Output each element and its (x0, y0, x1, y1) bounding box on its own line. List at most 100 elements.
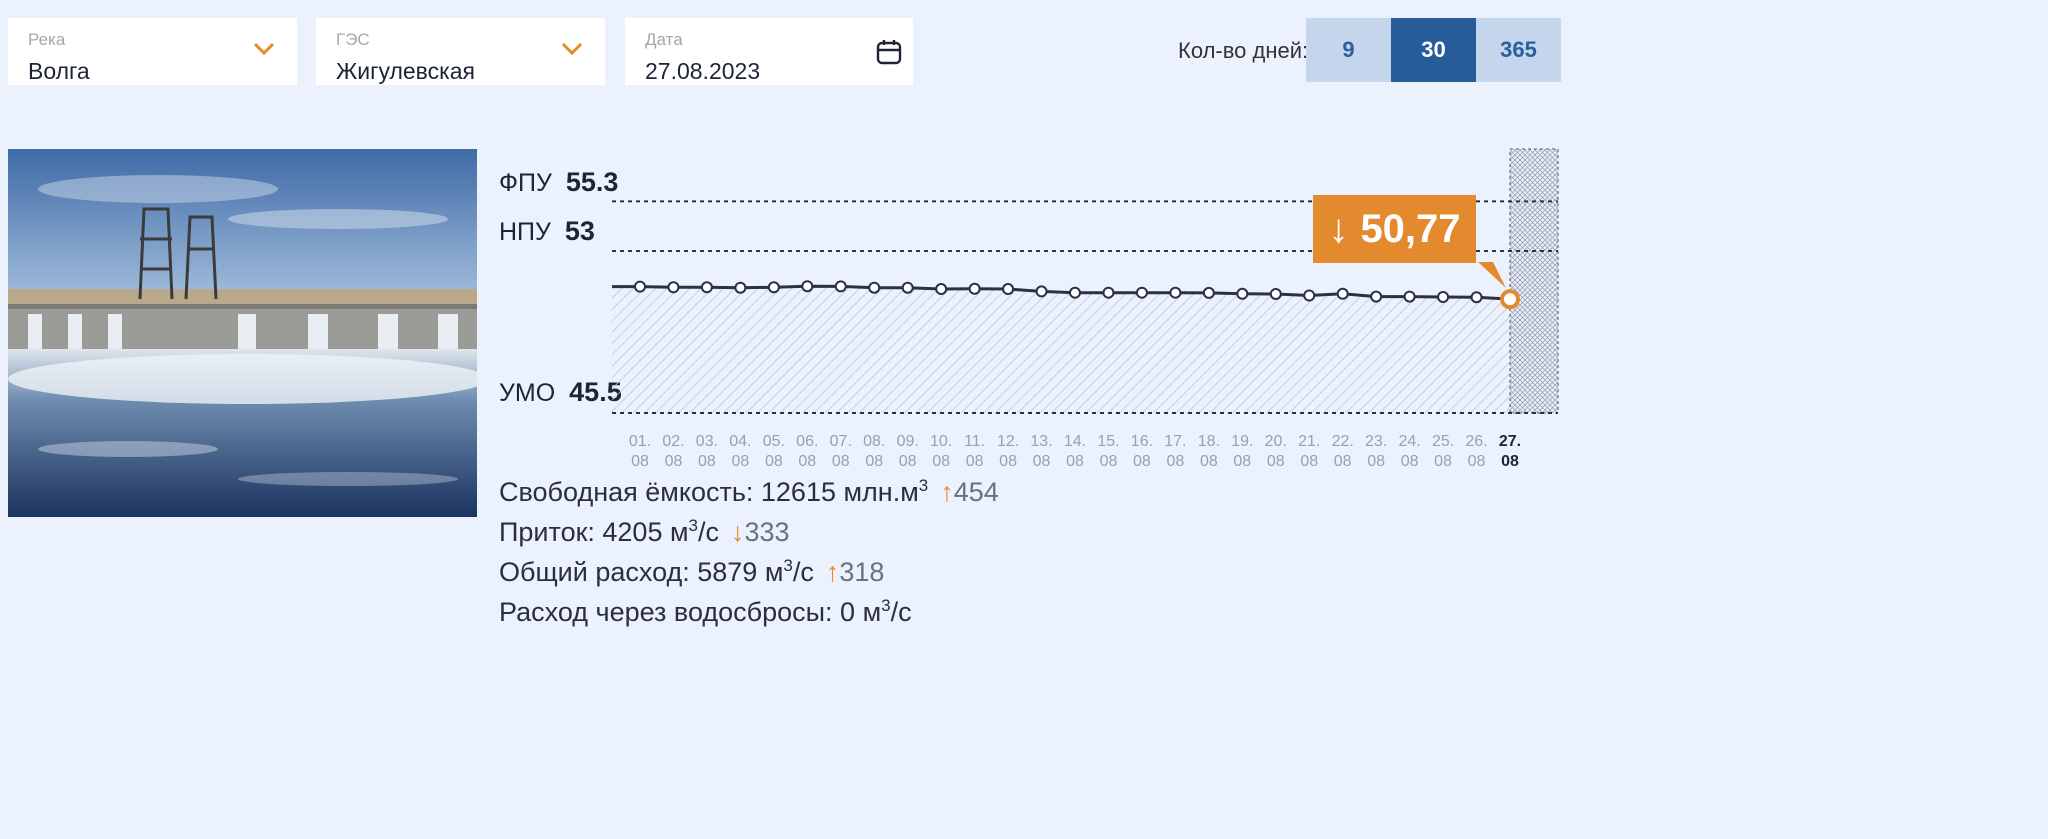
stat-delta: 333 (744, 517, 790, 547)
x-tick-label: 05. (763, 433, 785, 450)
stat-text: Общий расход: 5879 м (499, 557, 784, 587)
chevron-down-icon (561, 42, 583, 56)
data-point[interactable] (935, 283, 948, 296)
npu-value: 53 (564, 216, 595, 246)
data-point[interactable] (834, 280, 847, 293)
data-point[interactable] (1269, 287, 1282, 300)
x-tick-label: 27. (1499, 433, 1521, 450)
chevron-down-icon (253, 42, 275, 56)
stat-line: Свободная ёмкость: 12615 млн.м3 ↑454 (499, 476, 999, 508)
date-label: Дата (645, 30, 683, 49)
data-point[interactable] (901, 281, 914, 294)
x-tick-label: 12. (997, 433, 1019, 450)
date-picker[interactable]: Дата 27.08.2023 (625, 18, 913, 85)
stat-line: Расход через водосбросы: 0 м3/с (499, 596, 912, 628)
x-tick-label: 01. (629, 433, 651, 450)
days-30-button[interactable]: 30 (1391, 18, 1476, 82)
x-tick-label: 08 (966, 453, 984, 470)
days-365-button[interactable]: 365 (1476, 18, 1561, 82)
station-label: ГЭС (336, 30, 370, 49)
stat-unit-sup: 3 (918, 476, 929, 495)
npu-label: НПУ (499, 218, 551, 246)
data-point[interactable] (1303, 289, 1316, 302)
data-point[interactable] (801, 280, 814, 293)
data-point[interactable] (1169, 286, 1182, 299)
x-tick-label: 08 (1066, 453, 1084, 470)
x-tick-label: 08 (899, 453, 917, 470)
data-point[interactable] (1336, 287, 1349, 300)
data-point[interactable] (667, 281, 680, 294)
stat-unit-sup: 3 (881, 596, 891, 615)
station-select[interactable]: ГЭС Жигулевская (316, 18, 605, 85)
data-point[interactable] (1035, 285, 1048, 298)
x-tick-label: 15. (1097, 433, 1119, 450)
x-tick-label: 08 (765, 453, 783, 470)
data-point[interactable] (1470, 291, 1483, 304)
fpu-value: 55.3 (565, 167, 619, 197)
data-point[interactable] (734, 281, 747, 294)
stat-unit-sup: 3 (688, 516, 698, 535)
x-tick-label: 07. (830, 433, 852, 450)
x-tick-label: 19. (1231, 433, 1253, 450)
x-tick-label: 08 (631, 453, 649, 470)
river-select[interactable]: Река Волга (8, 18, 297, 85)
data-point[interactable] (1202, 286, 1215, 299)
data-point[interactable] (767, 281, 780, 294)
stat-unit-sup: 3 (783, 556, 793, 575)
fpu-label: ФПУ (499, 169, 552, 197)
hydro-station-photo (8, 149, 477, 517)
data-point[interactable] (1437, 291, 1450, 304)
umo-label: УМО (499, 379, 556, 407)
x-tick-label: 08 (999, 453, 1017, 470)
days-9-button[interactable]: 9 (1306, 18, 1391, 82)
stat-unit: /с (792, 557, 814, 587)
days-count-label: Кол-во дней: (1178, 38, 1309, 63)
x-tick-label: 08 (1133, 453, 1151, 470)
data-point[interactable] (700, 281, 713, 294)
x-tick-label: 08 (1166, 453, 1184, 470)
x-tick-label: 08. (863, 433, 885, 450)
x-tick-label: 13. (1030, 433, 1052, 450)
river-label: Река (28, 30, 66, 49)
x-tick-label: 08 (698, 453, 716, 470)
x-tick-label: 24. (1398, 433, 1420, 450)
x-tick-label: 02. (662, 433, 684, 450)
station-value: Жигулевская (336, 58, 475, 84)
x-tick-label: 08 (1233, 453, 1251, 470)
stat-text: Приток: 4205 м (499, 517, 689, 547)
calendar-icon[interactable] (875, 38, 903, 66)
data-point[interactable] (968, 282, 981, 295)
current-level-badge: ↓ 50,77 (1313, 195, 1476, 263)
x-tick-label: 08 (1300, 453, 1318, 470)
data-point[interactable] (1403, 290, 1416, 303)
current-level-value: 50,77 (1360, 206, 1461, 251)
area-fill (612, 286, 1510, 413)
x-tick-label: 08 (865, 453, 883, 470)
x-tick-label: 08 (1100, 453, 1118, 470)
river-value: Волга (28, 58, 90, 84)
level-line (612, 284, 1511, 301)
data-point[interactable] (634, 280, 646, 293)
x-tick-label: 16. (1131, 433, 1153, 450)
data-point[interactable] (868, 281, 881, 294)
x-tick-label: 20. (1265, 433, 1287, 450)
data-point[interactable] (1135, 286, 1148, 299)
data-point[interactable] (1069, 286, 1081, 299)
stat-text: Расход через водосбросы: 0 м (499, 597, 882, 627)
data-point[interactable] (1236, 287, 1249, 300)
data-point[interactable] (1102, 286, 1115, 299)
x-tick-label: 25. (1432, 433, 1454, 450)
data-point[interactable] (1370, 290, 1383, 303)
arrow-up-icon: ↑ (825, 557, 840, 587)
stat-delta: 318 (839, 557, 885, 587)
date-value: 27.08.2023 (645, 58, 761, 84)
x-tick-label: 22. (1332, 433, 1354, 450)
x-tick-label: 08 (932, 453, 950, 470)
data-point[interactable] (1500, 289, 1520, 310)
data-point[interactable] (1002, 283, 1015, 296)
badge-pointer (1478, 262, 1506, 288)
x-tick-label: 11. (964, 433, 985, 450)
x-tick-label: 23. (1365, 433, 1387, 450)
x-tick-label: 08 (798, 453, 816, 470)
x-tick-label: 08 (1367, 453, 1385, 470)
